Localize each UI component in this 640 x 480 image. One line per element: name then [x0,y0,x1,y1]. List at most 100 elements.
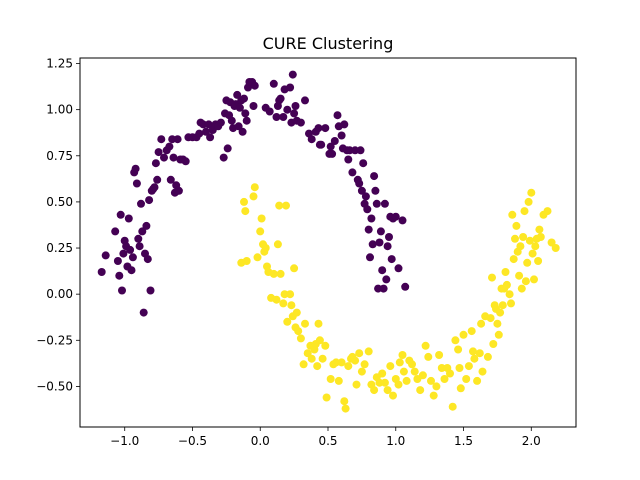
point-cluster-1-137 [372,199,381,208]
point-cluster-1-3 [113,257,122,265]
point-cluster-2-123 [507,299,515,308]
point-cluster-2-88 [437,364,446,372]
point-cluster-1-142 [379,284,388,293]
point-cluster-2-31 [296,334,305,343]
point-cluster-1-121 [348,168,357,177]
point-cluster-1-100 [296,118,305,127]
point-cluster-2-19 [276,269,285,278]
point-cluster-1-34 [157,135,166,144]
point-cluster-2-115 [494,330,503,339]
point-cluster-2-22 [282,201,290,210]
point-cluster-2-78 [410,367,419,376]
point-cluster-2-42 [318,354,327,363]
point-cluster-1-67 [227,116,236,125]
point-cluster-2-105 [477,319,486,328]
point-cluster-1-145 [383,242,392,251]
point-cluster-1-153 [401,282,410,291]
point-cluster-2-83 [424,352,433,361]
point-cluster-1-82 [249,102,258,110]
y-axis: −0.50 −0.25 0.00 0.25 0.50 0.75 1.00 1.25 [36,57,80,393]
point-cluster-2-137 [525,236,534,245]
point-cluster-1-134 [368,240,377,249]
point-cluster-2-82 [421,341,430,350]
point-cluster-2-8 [257,214,266,223]
point-cluster-2-34 [303,349,312,358]
point-cluster-1-5 [116,210,125,219]
point-cluster-2-144 [535,225,544,234]
point-cluster-2-106 [478,367,487,376]
point-cluster-1-127 [359,159,368,168]
point-cluster-1-78 [242,116,251,125]
point-cluster-1-93 [283,105,292,114]
point-cluster-1-60 [216,118,225,127]
point-cluster-2-122 [505,290,514,299]
point-cluster-1-27 [146,286,155,295]
point-cluster-2-87 [435,351,444,359]
point-cluster-2-71 [394,380,403,389]
point-cluster-2-143 [534,257,543,265]
point-cluster-1-55 [204,120,213,129]
point-cluster-2-103 [473,376,482,385]
point-cluster-2-27 [290,264,299,273]
point-cluster-2-72 [395,358,404,367]
point-cluster-2-25 [287,301,296,310]
point-cluster-2-145 [536,233,545,241]
point-cluster-2-92 [448,402,457,411]
point-cluster-1-20 [137,199,145,208]
point-cluster-2-91 [446,369,454,378]
point-cluster-1-111 [328,149,337,158]
point-cluster-2-69 [389,391,397,400]
point-cluster-1-143 [380,199,389,208]
point-cluster-2-56 [352,380,361,389]
point-cluster-2-102 [470,354,479,363]
point-cluster-2-104 [475,349,484,358]
point-cluster-2-74 [399,367,408,376]
point-cluster-2-80 [416,386,425,395]
point-cluster-2-4 [249,192,258,201]
point-cluster-2-136 [524,197,533,206]
point-cluster-1-16 [131,164,140,173]
point-cluster-2-140 [530,275,538,284]
point-cluster-1-64 [223,144,232,153]
point-cluster-1-40 [169,153,178,162]
point-cluster-1-141 [378,266,387,275]
y-tick-label: −0.50 [36,379,73,393]
y-tick-label: 1.25 [46,57,73,71]
point-cluster-1-22 [139,308,148,317]
point-cluster-2-62 [370,386,379,395]
point-cluster-1-150 [391,212,400,221]
point-cluster-2-16 [272,295,281,304]
point-cluster-2-57 [355,349,364,358]
point-cluster-1-61 [219,153,228,162]
point-cluster-1-96 [288,70,297,79]
point-cluster-2-24 [286,290,295,299]
point-cluster-2-94 [454,345,463,354]
point-cluster-2-40 [314,319,323,328]
point-cluster-1-12 [126,245,135,254]
point-cluster-2-111 [489,340,498,348]
point-cluster-2-32 [299,360,308,369]
point-cluster-1-71 [233,90,242,99]
point-cluster-2-30 [294,327,303,336]
point-cluster-2-68 [386,362,395,371]
point-cluster-2-51 [341,404,350,413]
point-cluster-2-75 [402,376,411,385]
point-cluster-2-77 [408,360,416,369]
point-cluster-1-135 [370,172,379,181]
point-cluster-1-140 [376,227,385,236]
point-cluster-2-99 [464,362,473,371]
point-cluster-2-109 [486,314,495,323]
point-cluster-2-43 [321,341,330,350]
y-tick-label: 0.00 [46,287,73,301]
point-cluster-2-73 [398,351,407,359]
point-cluster-1-18 [134,234,143,243]
point-cluster-1-148 [387,255,396,264]
point-cluster-1-151 [394,264,403,273]
point-cluster-2-5 [250,183,259,192]
point-cluster-2-17 [273,240,282,249]
point-cluster-2-1 [240,197,248,206]
point-cluster-1-37 [165,142,174,151]
point-cluster-1-1 [101,251,110,260]
point-cluster-1-44 [174,186,183,195]
point-cluster-1-4 [115,271,124,280]
